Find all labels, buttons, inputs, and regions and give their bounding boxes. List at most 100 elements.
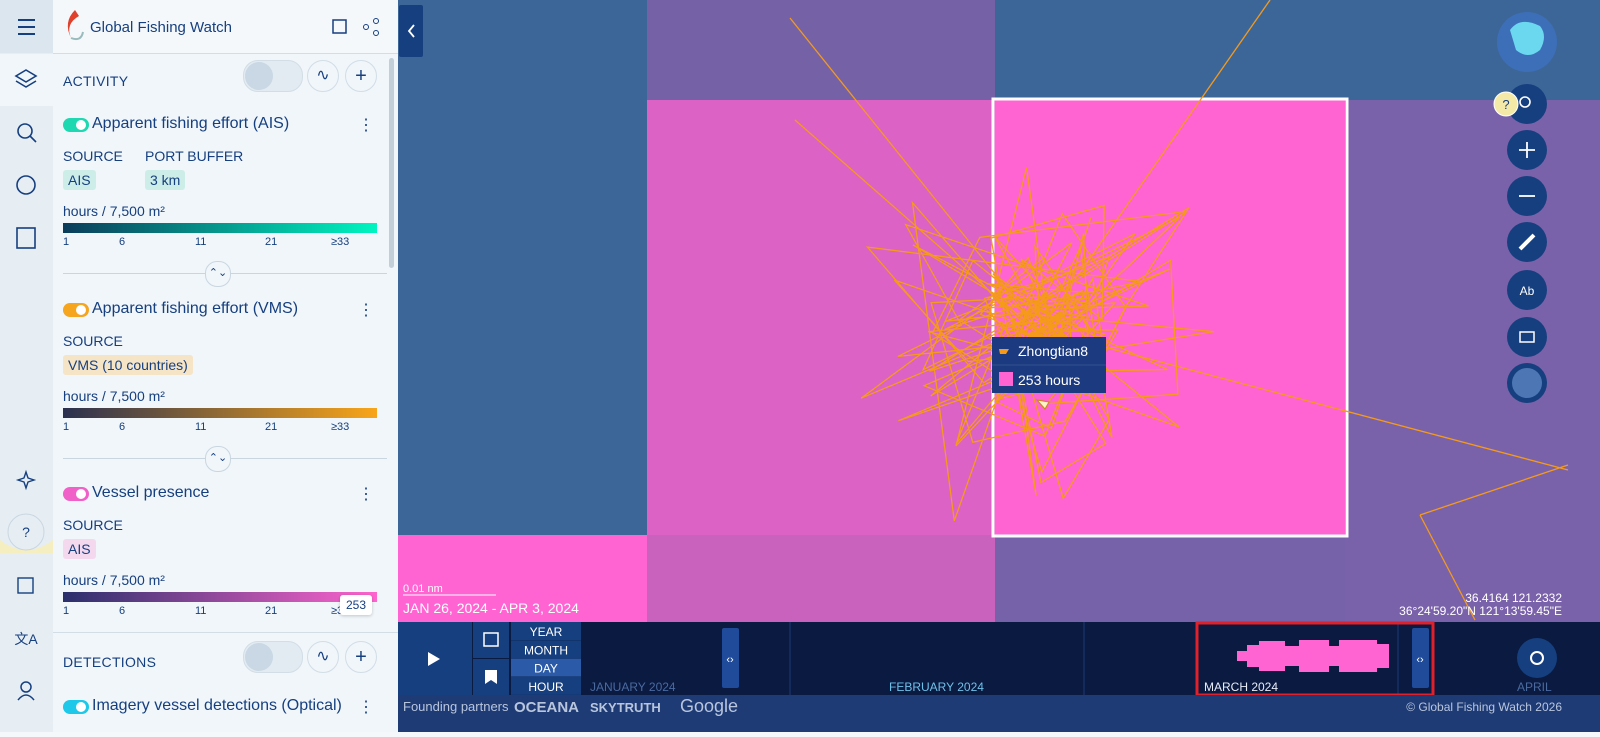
month-labels: JANUARY 2024 FEBRUARY 2024 MARCH 2024 APRIL [590,680,1552,694]
field-chip: VMS (10 countries) [63,354,193,375]
feedback-icon[interactable] [17,577,34,594]
tooltip: Zhongtian8 253 hours [992,337,1106,410]
mini-globe-land [1510,21,1544,55]
map-help[interactable] [1493,91,1519,117]
vessel-cursor [1035,399,1050,410]
sidebar-header: Global Fishing Watch [53,0,398,54]
layer-menu[interactable]: ⋮ [358,117,374,134]
logo-wave [70,31,84,41]
save-button[interactable] [332,19,347,34]
user-icon[interactable] [20,681,32,693]
handle-glyph: ‹› [1416,654,1424,666]
help-label: ? [22,524,30,540]
add-layer[interactable]: + [345,60,377,92]
range-handle-end[interactable] [1412,628,1429,688]
logo-mark [67,10,79,38]
logo [67,10,84,41]
search-glyph [1519,96,1531,108]
layer-menu[interactable]: ⋮ [358,699,374,716]
layers-active [0,54,53,106]
map-help-label: ? [1502,97,1509,112]
copyright: © Global Fishing Watch 2026 [1406,700,1562,714]
layer-list: ACTIVITY ∿ + Apparent fishing effort (AIS) ⋮… [53,54,398,732]
layer-name[interactable]: Apparent fishing effort (AIS) [92,115,290,132]
partner-logo[interactable]: OCEANA [514,699,579,716]
screenshot[interactable] [1507,317,1547,357]
tiles [398,0,1600,622]
search-icon-handle [29,135,37,143]
ruler-glyph [1518,233,1536,251]
help-bg [0,540,53,553]
resolution-option[interactable] [511,658,581,677]
tile [398,100,647,535]
resolution-label: HOUR [528,680,564,694]
add-chart[interactable]: ∿ [307,641,339,673]
legend-highlight: 253 [340,595,373,615]
layer-name[interactable]: Imagery vessel detections (Optical) [92,697,342,714]
legend-tick: 1 [63,420,70,433]
layers-icon[interactable] [14,69,38,88]
partners-label: Founding partners [403,699,509,714]
scale-label: 0.01 nm [403,583,443,595]
add-chart[interactable]: ∿ [307,60,339,92]
layer-toggle-knob [76,489,86,499]
range-handle-start[interactable] [722,628,739,688]
collapse-sidebar[interactable] [399,5,423,57]
coords-dms: 36°24'59.20"N 121°13'59.45"E [1399,604,1562,618]
expand-button[interactable]: ⌃⌄ [205,445,231,472]
calendar-glyph [483,632,499,647]
section-divider [53,632,398,633]
resolution-label: MONTH [524,643,568,657]
layer-toggle-knob [76,120,86,130]
legend-unit: hours / 7,500 m² [63,203,165,219]
field-label: SOURCE [63,517,123,533]
annotate[interactable] [1507,270,1547,310]
resolution-label: YEAR [530,625,563,639]
legend-tick: ≥33 [331,420,350,433]
share-button[interactable] [373,18,379,24]
partner-logo[interactable]: SKYTRUTH [590,700,661,715]
resolution-label: DAY [534,662,558,676]
resolution-option[interactable] [511,676,581,695]
add-layer[interactable]: + [345,641,377,673]
ai-icon[interactable] [15,469,37,491]
layer-name[interactable]: Apparent fishing effort (VMS) [92,299,299,317]
footer [398,695,1600,732]
legend-tick: 1 [63,605,70,617]
field-label: SOURCE [63,148,123,164]
vessel-groups-icon[interactable] [16,175,36,195]
layer-menu[interactable]: ⋮ [358,301,374,319]
layer-name[interactable]: Vessel presence [92,484,210,501]
expand-button[interactable]: ⌃⌄ [205,261,231,287]
tooltip-vessel: Zhongtian8 [1018,343,1088,359]
search-icon[interactable] [17,123,33,139]
legend-ramp [63,592,377,602]
search-location[interactable] [1507,84,1547,124]
menu-icon[interactable] [18,19,35,35]
plus-glyph [1519,142,1535,158]
legend-tick: 21 [265,420,278,433]
rail-icons: ? 文A [0,0,53,701]
reports-icon[interactable] [16,227,36,249]
annotate-glyph: Ab [1520,284,1535,298]
timebar-settings[interactable] [1517,638,1557,678]
resolution-option[interactable] [511,622,581,640]
legend-tick: 11 [195,236,207,248]
section-title: ACTIVITY [63,73,129,89]
resolution-option[interactable] [511,640,581,659]
field-label: SOURCE [63,332,123,349]
month-label: APRIL [1517,680,1552,694]
tile [647,535,995,622]
language-icon[interactable]: 文A [14,631,38,647]
gear-glyph [1530,651,1544,665]
help-ring[interactable] [7,513,45,551]
legend-unit: hours / 7,500 m² [63,387,165,404]
layer-menu[interactable]: ⋮ [358,486,374,503]
camera-glyph [1519,331,1535,343]
legend-tick: 6 [119,420,126,433]
partner-logo[interactable]: Google [680,696,738,716]
legend-tick: 6 [119,605,126,617]
toggle-active [245,62,273,90]
calendar-button[interactable] [473,622,509,658]
